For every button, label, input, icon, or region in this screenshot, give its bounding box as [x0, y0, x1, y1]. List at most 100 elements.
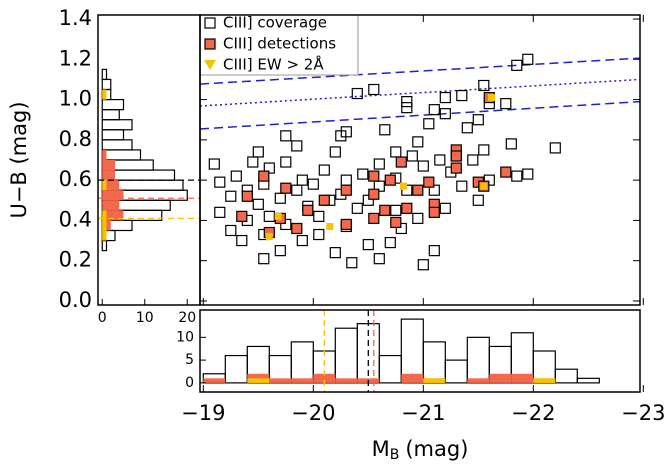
data-point	[214, 176, 226, 188]
data-point	[340, 218, 352, 231]
legend-marker	[204, 38, 216, 50]
hist-bar	[533, 378, 556, 383]
hist-bar	[247, 378, 270, 383]
hist-bar	[102, 180, 120, 191]
data-point	[329, 247, 341, 259]
data-point	[313, 210, 325, 222]
hist-bar	[224, 354, 248, 384]
hist-bar	[554, 368, 578, 384]
data-point	[505, 138, 517, 150]
hist-bar	[102, 230, 107, 241]
hist-bar	[102, 149, 107, 160]
y-tick-label: 5	[185, 352, 194, 368]
data-point	[225, 224, 237, 237]
data-point	[379, 204, 391, 216]
data-point	[480, 182, 488, 190]
data-point	[225, 190, 237, 202]
hist-bar	[102, 210, 124, 221]
data-point	[406, 150, 418, 162]
model-line	[199, 100, 641, 130]
hist-bar	[101, 139, 133, 151]
x-axis-label: MB (mag)	[372, 437, 469, 463]
y-tick-label: 0.8	[59, 127, 92, 151]
legend-marker	[204, 17, 216, 29]
data-point	[412, 136, 424, 148]
data-point	[357, 168, 369, 180]
data-point	[439, 108, 451, 120]
hist-bar	[102, 220, 107, 231]
data-point	[241, 190, 253, 202]
data-point	[400, 182, 407, 190]
legend-box	[199, 14, 359, 76]
data-point	[379, 124, 391, 136]
x-tick-label: −22	[511, 401, 555, 425]
hist-bar	[203, 378, 226, 383]
hist-bar	[102, 170, 115, 181]
data-point	[208, 158, 220, 170]
data-point	[373, 158, 385, 170]
data-point	[450, 162, 462, 174]
data-point	[549, 142, 561, 154]
y-axis-label: U−B (mag)	[7, 101, 31, 218]
hist-bar	[291, 378, 314, 383]
data-point	[263, 210, 275, 222]
data-point	[280, 130, 292, 142]
data-point	[274, 192, 286, 204]
data-point	[384, 174, 396, 186]
data-point	[472, 114, 484, 126]
hist-bar	[400, 318, 424, 384]
hist-bar	[378, 354, 402, 384]
data-point	[478, 79, 490, 92]
data-point	[340, 174, 352, 186]
hist-bar	[102, 89, 107, 100]
data-point	[318, 164, 330, 176]
data-point	[280, 156, 292, 168]
data-point	[291, 184, 303, 196]
data-point	[318, 194, 330, 206]
hist-bar	[101, 68, 108, 81]
data-point	[417, 259, 429, 271]
y-tick-label: 1.2	[59, 46, 92, 70]
data-point	[467, 154, 479, 166]
data-point	[390, 216, 402, 229]
data-point	[302, 204, 314, 216]
model-line	[199, 78, 641, 107]
data-point	[488, 94, 495, 102]
y-tick-label: 10	[176, 329, 194, 345]
data-point	[291, 140, 303, 152]
data-point	[401, 202, 413, 214]
hist-bar	[101, 239, 108, 252]
data-point	[368, 212, 380, 225]
data-point	[368, 83, 380, 96]
data-point	[368, 170, 380, 182]
x-label-sub: B	[390, 447, 400, 463]
hist-bar	[444, 359, 468, 384]
data-point	[423, 118, 435, 130]
hist-bar	[290, 341, 314, 384]
data-point	[351, 202, 363, 214]
hist-bar	[576, 377, 600, 384]
data-point	[472, 194, 484, 206]
hist-bar	[269, 378, 292, 383]
data-point	[456, 180, 468, 192]
data-point	[351, 87, 363, 100]
hist-bar	[467, 378, 490, 383]
data-point	[214, 206, 226, 218]
data-point	[500, 98, 512, 110]
data-point	[456, 89, 468, 102]
x-tick-label: −20	[291, 401, 335, 425]
data-point	[252, 198, 264, 210]
data-point	[291, 222, 303, 235]
data-point	[258, 253, 270, 265]
data-point	[390, 204, 402, 216]
data-point	[439, 91, 451, 104]
data-point	[417, 160, 429, 172]
data-point	[511, 59, 523, 71]
x-tick-label: −19	[181, 401, 225, 425]
data-point	[326, 222, 334, 230]
hist-bar	[313, 373, 336, 383]
hist-bar	[466, 336, 490, 384]
data-point	[329, 146, 341, 158]
data-point	[423, 176, 435, 188]
data-point	[280, 182, 292, 194]
